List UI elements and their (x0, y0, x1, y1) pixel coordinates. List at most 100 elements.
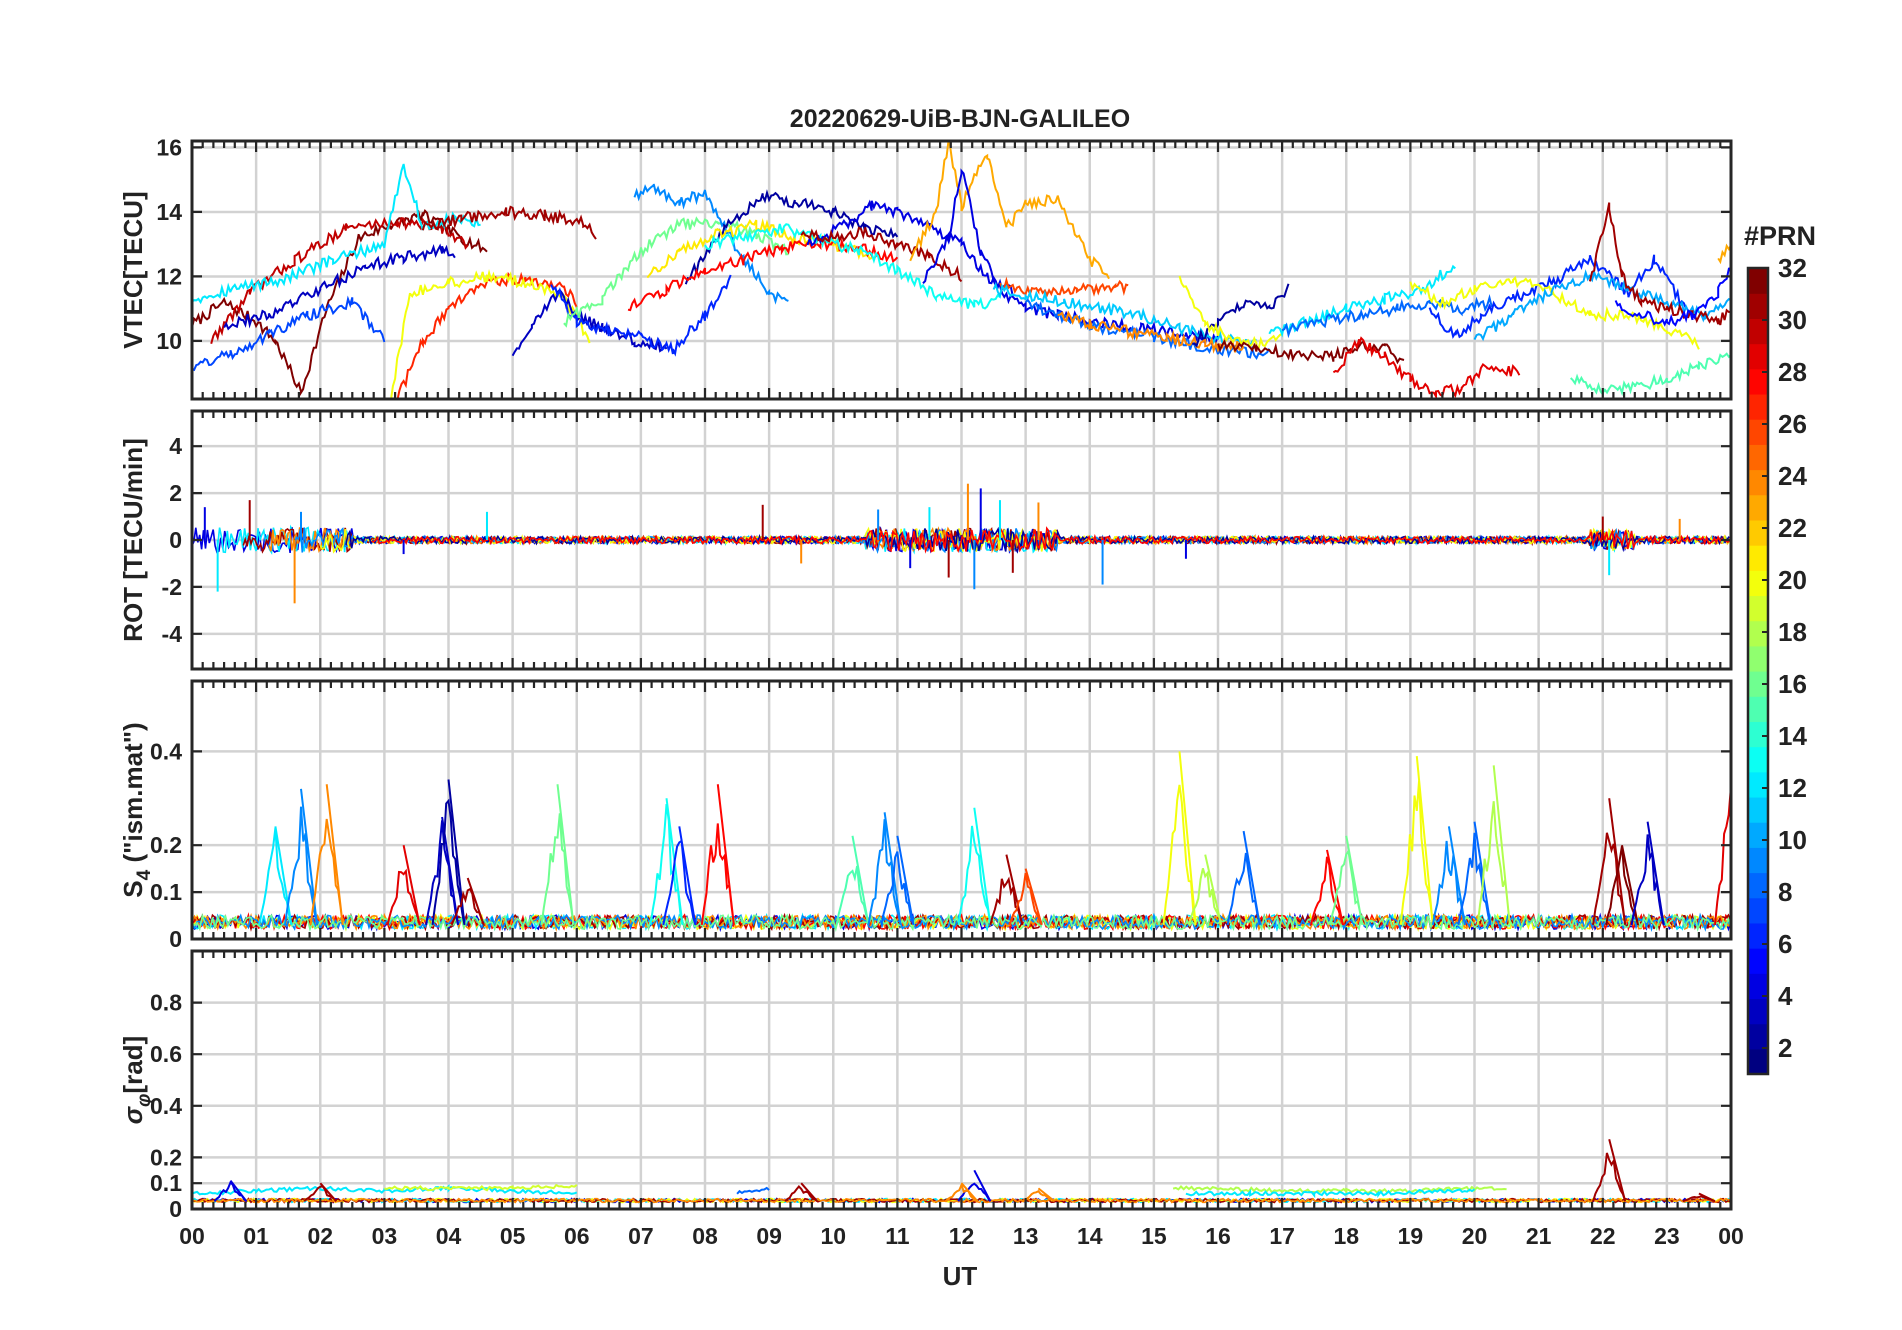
colorbar-band (1748, 872, 1768, 899)
colorbar-tick-label: 4 (1778, 981, 1793, 1011)
y-tick-label: 0.4 (150, 1093, 182, 1119)
tick-marks (190, 951, 1733, 1211)
x-tick-label: 10 (820, 1223, 846, 1249)
colorbar-band (1748, 1023, 1768, 1050)
colorbar-band (1748, 671, 1768, 697)
panel-2-ticks (190, 411, 1733, 669)
colorbar-band (1748, 368, 1768, 395)
vtec-series-prn-6 (1428, 254, 1688, 339)
colorbar-tick-label: 2 (1778, 1033, 1792, 1063)
peak-prn-3 (425, 816, 460, 926)
colorbar-band (1748, 721, 1768, 748)
x-tick-label: 02 (307, 1223, 333, 1249)
colorbar-tick-label: 28 (1778, 357, 1807, 387)
colorbar-band (1748, 293, 1768, 319)
peak-prn-31 (1682, 1192, 1716, 1203)
y-tick-label: 0 (169, 527, 182, 553)
colorbar-band (1748, 393, 1768, 420)
x-tick-label: 11 (885, 1223, 910, 1249)
colorbar-band (1748, 998, 1768, 1025)
x-axis-label: UT (943, 1261, 978, 1291)
ylabel-rest: [rad] (118, 1036, 148, 1094)
peak-prn-4 (957, 1169, 992, 1202)
x-tick-label: 18 (1333, 1223, 1359, 1249)
vtec-series-prn-4 (806, 199, 1014, 297)
y-tick-label: 2 (169, 480, 182, 506)
colorbar-band (1748, 847, 1768, 874)
peak-prn-20 (1399, 756, 1434, 926)
vtec-series-prn-13 (704, 223, 1001, 310)
panel-1-ticks (190, 141, 1733, 399)
sigma-series-prn-18 (1172, 1185, 1507, 1195)
ylabel-rest: ("ism.mat") (118, 722, 148, 869)
vtec-series-prn-23 (1717, 243, 1731, 265)
peak-prn-31 (1592, 798, 1627, 926)
colorbar-band (1748, 922, 1768, 949)
x-tick-label: 16 (1205, 1223, 1231, 1249)
vtec-series-prn-3 (223, 243, 456, 331)
colorbar-band (1748, 897, 1768, 924)
vtec-series-prn-9 (633, 183, 789, 305)
vtec-series-prn-31 (1588, 202, 1731, 326)
colorbar-tick-label: 20 (1778, 565, 1807, 595)
panel-4-ylabel: σφ[rad] (118, 1036, 155, 1124)
peak-prn-6 (662, 826, 697, 926)
panel-1-grid (190, 141, 1733, 399)
y-tick-label: 0.8 (150, 990, 182, 1016)
x-tick-label: 09 (756, 1223, 782, 1249)
vtec-series-prn-23 (909, 141, 1110, 280)
colorbar-band (1748, 519, 1768, 546)
y-tick-label: 0.2 (150, 1144, 182, 1170)
x-tick-label: 19 (1398, 1223, 1424, 1249)
colorbar-band (1748, 696, 1768, 722)
colorbar-label: #PRN (1744, 221, 1816, 251)
colorbar-tick-label: 6 (1778, 929, 1792, 959)
x-tick-label: 15 (1141, 1223, 1167, 1249)
vtec-series-prn-31 (800, 226, 963, 283)
peak-prn-18 (1188, 854, 1223, 926)
colorbar-tick-label: 32 (1778, 253, 1807, 283)
panel-2-data (192, 483, 1731, 604)
x-tick-label: 01 (243, 1223, 269, 1249)
colorbar-tick-label: 16 (1778, 669, 1807, 699)
x-tick-label: 06 (564, 1223, 590, 1249)
x-tick-label: 21 (1526, 1223, 1552, 1249)
x-tick-label: 08 (692, 1223, 718, 1249)
y-tick-label: 10 (156, 328, 182, 354)
vtec-series-prn-20 (1409, 275, 1700, 350)
colorbar-band (1748, 318, 1768, 345)
x-tick-label: 03 (372, 1223, 398, 1249)
panel-1-data (192, 141, 1731, 399)
panel-4-ticks (190, 951, 1733, 1211)
peak-prn-13 (957, 807, 992, 926)
peak-prn-4 (213, 1179, 248, 1203)
colorbar-band (1748, 343, 1768, 370)
base-trace-prn-24 (192, 912, 1731, 932)
colorbar-tick-label: 18 (1778, 617, 1807, 647)
peak-prn-13 (649, 798, 684, 926)
peak-prn-16 (1329, 835, 1364, 926)
vtec-series-prn-20 (1178, 275, 1283, 350)
chart-title: 20220629-UiB-BJN-GALILEO (790, 105, 1130, 133)
peak-prn-20 (1162, 751, 1197, 926)
colorbar-band (1748, 771, 1768, 798)
vtec-series-prn-26 (999, 276, 1129, 298)
peak-prn-15 (835, 835, 870, 926)
colorbar-frame (1746, 266, 1770, 1076)
peak-prn-31 (450, 877, 485, 926)
colorbar-tick-label: 22 (1778, 513, 1807, 543)
panel-2: -4 -2 0 2 4 ROT [TECU/min] (118, 409, 1733, 671)
vtec-series-prn-3 (511, 288, 668, 357)
vtec-series-prn-12 (1268, 264, 1456, 338)
x-tick-label: 04 (436, 1223, 462, 1249)
peak-prn-31 (989, 854, 1024, 926)
y-tick-label: 14 (156, 199, 182, 225)
y-tick-label: 0.1 (150, 879, 182, 905)
peak-prn-31 (1592, 1139, 1627, 1202)
panel-2-ylabel: ROT [TECU/min] (118, 438, 148, 642)
peak-prn-9 (867, 812, 902, 926)
ylabel-main: σ (118, 1105, 148, 1124)
peak-prn-8 (880, 835, 915, 926)
